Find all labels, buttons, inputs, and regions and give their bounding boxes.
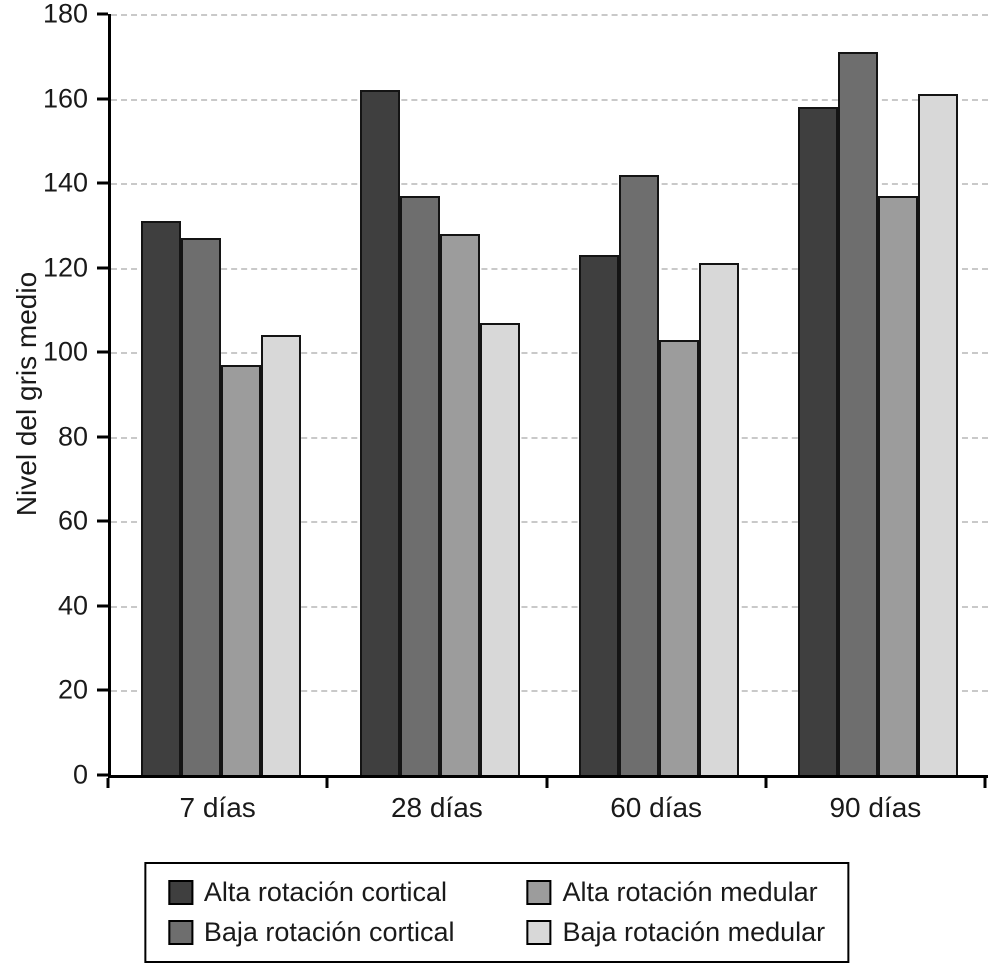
legend-swatch xyxy=(167,880,193,906)
y-tick-mark xyxy=(97,688,108,692)
bar xyxy=(260,335,301,775)
x-tick-mark xyxy=(106,778,110,788)
y-tick-label: 120 xyxy=(42,252,88,283)
legend-swatch xyxy=(167,920,193,946)
legend-label: Alta rotación medular xyxy=(562,877,818,907)
y-tick-label: 60 xyxy=(57,505,88,536)
bar xyxy=(798,107,839,775)
x-axis-labels: 7 días 28 días 60 días 90 días xyxy=(108,792,985,824)
gridline xyxy=(111,267,988,270)
bar xyxy=(439,233,480,775)
legend-item: Alta rotación cortical xyxy=(167,877,455,908)
legend-swatch xyxy=(526,920,552,946)
x-tick-label: 90 días xyxy=(829,792,922,823)
y-tick-mark xyxy=(97,350,108,354)
legend-label: Baja rotación cortical xyxy=(203,916,455,947)
gridline xyxy=(111,183,988,186)
gridline xyxy=(111,436,988,439)
y-axis: 0 20 40 60 80 100 120 140 160 180 xyxy=(0,0,108,788)
gridline xyxy=(111,98,988,101)
legend-item: Alta rotación medular xyxy=(526,877,825,908)
y-tick-label: 20 xyxy=(57,674,88,705)
y-tick-label: 80 xyxy=(57,421,88,452)
legend-item: Baja rotación medular xyxy=(526,916,826,948)
bar xyxy=(140,221,181,775)
legend-swatch xyxy=(526,880,552,906)
bar-group-3 xyxy=(579,174,740,775)
legend: Alta rotación cortical Alta rotación medu… xyxy=(143,862,850,964)
y-tick-mark xyxy=(97,12,108,16)
gridline xyxy=(111,605,988,608)
bar xyxy=(180,238,221,775)
bar xyxy=(399,195,440,775)
legend-label: Baja rotación medular xyxy=(562,916,826,947)
y-tick-mark xyxy=(97,773,108,777)
y-tick-mark xyxy=(97,181,108,185)
gridline xyxy=(111,352,988,355)
x-tick-mark xyxy=(325,778,329,788)
y-tick-label: 100 xyxy=(42,336,88,367)
y-tick-mark xyxy=(97,519,108,523)
plot-area xyxy=(108,14,988,778)
bar xyxy=(579,254,620,775)
bar xyxy=(359,90,400,775)
bar xyxy=(699,263,740,775)
x-tick-label: 60 días xyxy=(610,792,703,823)
bar xyxy=(878,195,919,775)
bar xyxy=(838,52,879,775)
x-tick-mark xyxy=(983,778,987,788)
legend-label: Alta rotación cortical xyxy=(203,877,447,907)
y-tick-mark xyxy=(97,604,108,608)
bar-group-2 xyxy=(359,90,520,775)
legend-item: Baja rotación cortical xyxy=(167,916,455,948)
y-tick-label: 0 xyxy=(72,759,88,790)
gridline xyxy=(111,14,988,16)
bar xyxy=(659,339,700,775)
y-tick-mark xyxy=(97,435,108,439)
bar xyxy=(918,94,959,775)
x-tick-label: 7 días xyxy=(179,792,256,823)
bar-group-4 xyxy=(798,52,959,775)
bar xyxy=(220,364,261,775)
x-tick-mark xyxy=(764,778,768,788)
bar xyxy=(479,322,520,775)
x-axis-ticks xyxy=(106,778,987,788)
y-tick-mark xyxy=(97,97,108,101)
x-tick-mark xyxy=(545,778,548,788)
gridline xyxy=(111,521,988,524)
x-tick-label: 28 días xyxy=(390,792,483,823)
y-tick-label: 40 xyxy=(57,590,88,621)
gridline xyxy=(111,690,988,693)
y-tick-mark xyxy=(97,266,108,270)
y-tick-label: 160 xyxy=(42,83,88,114)
bar-group-1 xyxy=(140,221,301,775)
y-tick-label: 180 xyxy=(42,0,88,29)
y-tick-label: 140 xyxy=(42,167,88,198)
bar xyxy=(619,174,660,775)
